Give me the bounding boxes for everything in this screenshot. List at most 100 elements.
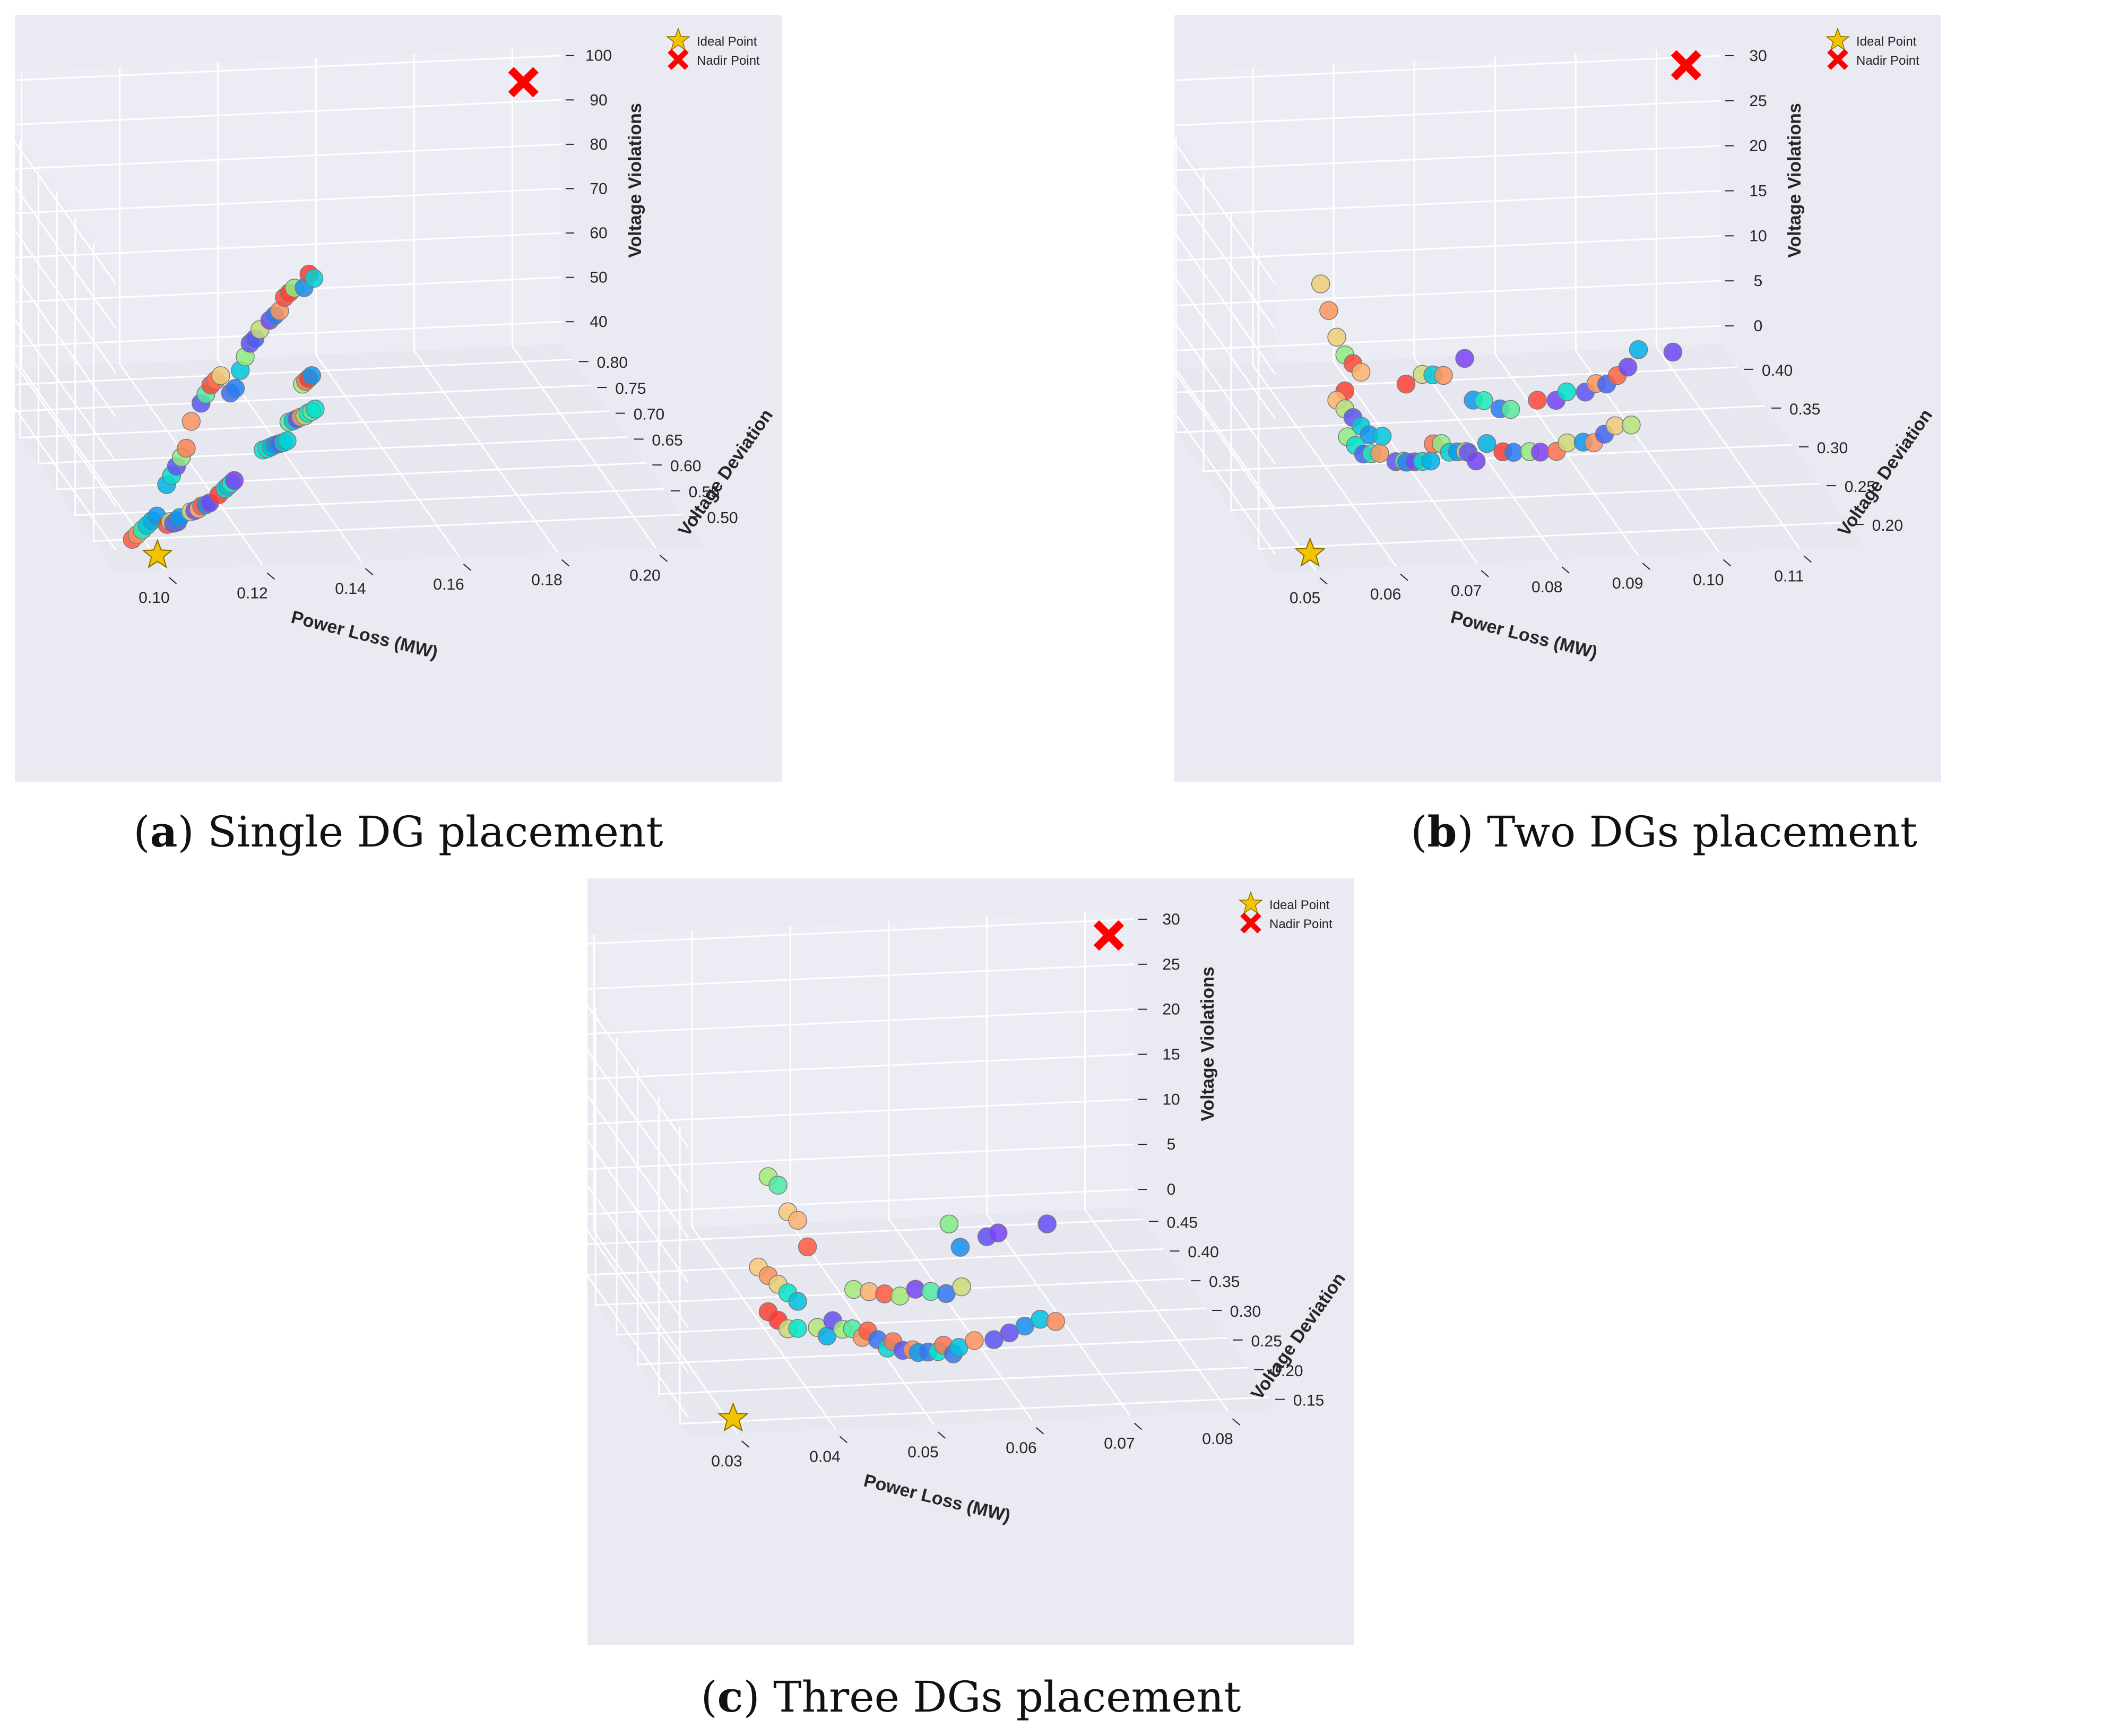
y-tick-label: 0.20 <box>1272 1362 1303 1380</box>
data-point <box>788 1319 807 1338</box>
data-point <box>1618 357 1638 377</box>
legend-ideal-icon <box>666 27 690 51</box>
data-point <box>1558 433 1577 453</box>
grid-line-x <box>217 62 362 562</box>
grid-lines <box>15 49 683 571</box>
data-point <box>1434 366 1453 385</box>
grid-line-z <box>15 55 562 284</box>
data-point <box>798 1237 817 1257</box>
y-tick-label: 0.65 <box>652 431 682 449</box>
x-tick-mark <box>168 577 177 584</box>
data-points <box>1311 274 1683 472</box>
data-point <box>177 438 196 458</box>
data-points <box>123 264 325 549</box>
x-tick-mark <box>1481 570 1489 577</box>
legend-nadir-label: Nadir Point <box>1269 917 1333 931</box>
back-pane <box>587 910 1134 1232</box>
y-tick-label: 0.80 <box>597 354 628 372</box>
data-point <box>1504 443 1523 462</box>
data-point <box>1477 434 1496 453</box>
data-point <box>181 412 201 431</box>
grid-line-z <box>15 232 562 462</box>
grid-line-x <box>413 53 558 553</box>
y-tick-label: 0.35 <box>1789 401 1820 418</box>
y-tick-label: 0.15 <box>1293 1392 1324 1410</box>
nadir-point-marker <box>1671 50 1701 81</box>
grid-line-z <box>15 277 562 506</box>
z-tick-label: 5 <box>1754 272 1763 290</box>
x-tick-label: 0.05 <box>1290 590 1320 607</box>
x-tick-mark <box>659 555 668 562</box>
data-point <box>211 366 230 385</box>
data-point <box>306 400 325 419</box>
legend-nadir-icon <box>668 49 689 70</box>
data-point <box>1421 451 1440 471</box>
data-point <box>1311 274 1330 293</box>
caption-b-text: Two DGs placement <box>1473 807 1917 857</box>
z-axis-label: Voltage Violations <box>1198 966 1218 1121</box>
z-tick-label: 100 <box>585 47 612 65</box>
grid-line-z <box>1174 190 1721 420</box>
z-tick-label: 15 <box>1749 183 1767 200</box>
y-tick-label: 0.55 <box>689 483 720 501</box>
data-point <box>965 1331 984 1350</box>
data-point <box>950 1238 970 1257</box>
tick-labels: 0.03 0.04 0.05 0.06 0.07 0.08 0.15 0.20 0.25 0.30… <box>711 911 1324 1470</box>
z-tick-label: 25 <box>1162 956 1180 973</box>
x-tick-label: 0.12 <box>237 585 267 602</box>
grid-line-z <box>587 1143 1135 1374</box>
x-tick-mark <box>561 559 570 567</box>
data-point <box>1370 444 1389 463</box>
grid-line-z <box>1174 100 1721 330</box>
x-tick-mark <box>1400 573 1408 581</box>
nadir-point-marker <box>1093 920 1124 951</box>
legend-nadir-label: Nadir Point <box>1856 54 1919 68</box>
caption-a: (a) Single DG placement <box>133 807 663 857</box>
data-point <box>1466 451 1486 471</box>
x-tick-mark <box>1319 577 1328 585</box>
z-tick-label: 80 <box>590 136 607 153</box>
ideal-point-marker <box>1294 537 1326 567</box>
z-tick-label: 30 <box>1749 47 1767 65</box>
data-point <box>1605 416 1625 435</box>
z-tick-label: 40 <box>590 313 607 331</box>
data-point <box>1629 340 1648 359</box>
z-tick-label: 60 <box>590 224 607 242</box>
y-tick-label: 0.35 <box>1209 1273 1240 1291</box>
grid-line-y <box>587 1248 1164 1276</box>
x-tick-label: 0.06 <box>1006 1439 1036 1457</box>
x-tick-label: 0.16 <box>433 576 464 593</box>
x-tick-mark <box>839 1436 848 1444</box>
x-tick-mark <box>266 572 275 580</box>
grid-line-y <box>38 166 628 464</box>
chart-b-svg: 0.05 0.06 0.07 0.08 0.09 0.10 0.11 0.20 0.25 0.30… <box>1174 15 1941 782</box>
data-point <box>1351 362 1371 382</box>
x-tick-mark <box>463 564 472 571</box>
data-point <box>226 379 245 398</box>
z-axis-label: Voltage Violations <box>1785 103 1805 258</box>
grid-line-y <box>15 384 591 412</box>
data-point <box>952 1277 971 1297</box>
data-point <box>1528 391 1547 410</box>
caption-a-text: Single DG placement <box>194 807 663 857</box>
x-tick-mark <box>365 568 374 575</box>
caption-a-letter: a <box>150 807 178 857</box>
data-point <box>1663 342 1683 362</box>
y-tick-label: 0.70 <box>634 406 664 424</box>
data-point <box>1557 382 1576 402</box>
data-point <box>989 1223 1008 1242</box>
grid-lines <box>1174 49 1848 571</box>
ideal-point-marker <box>717 1402 749 1432</box>
data-point <box>1530 443 1550 462</box>
x-tick-mark <box>1642 563 1650 570</box>
legend-ideal-icon <box>1239 891 1263 914</box>
z-tick-label: 90 <box>590 91 607 109</box>
grid-line-x <box>21 71 166 571</box>
grid-line-z <box>587 1053 1135 1283</box>
data-point <box>788 1292 807 1311</box>
grid-line-z <box>15 143 562 373</box>
grid-line-y <box>74 218 664 516</box>
grid-line-x <box>315 57 460 557</box>
z-tick-label: 0 <box>1754 317 1763 335</box>
grid-line-x <box>512 49 656 549</box>
